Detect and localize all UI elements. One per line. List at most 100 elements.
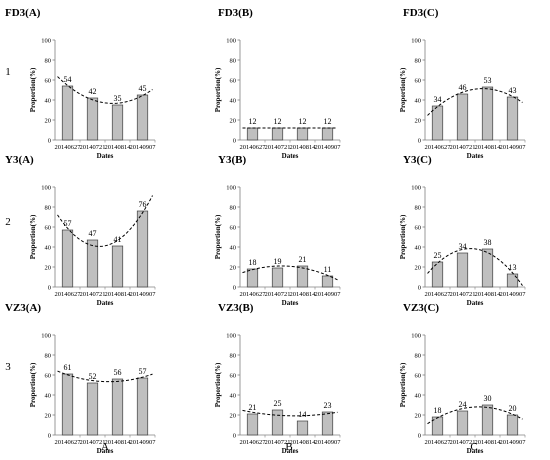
bar <box>136 94 149 141</box>
bar <box>481 248 494 288</box>
trendline <box>427 88 523 116</box>
y-tick-label: 100 <box>226 184 236 191</box>
bar <box>431 416 444 436</box>
y-tick-label: 40 <box>415 244 422 251</box>
y-tick-label: 60 <box>415 224 422 231</box>
x-tick-label: 20140907 <box>130 144 157 151</box>
data-label: 20 <box>509 404 517 413</box>
x-tick-label: 20140907 <box>500 144 527 151</box>
y-tick-label: 80 <box>230 57 237 64</box>
data-label: 18 <box>434 406 442 415</box>
x-tick-label: 20140627 <box>425 144 452 151</box>
row-label-3: 3 <box>5 361 11 373</box>
data-label: 56 <box>114 368 122 377</box>
data-label: 45 <box>139 84 147 93</box>
x-tick-label: 20140627 <box>55 439 82 446</box>
data-label: 12 <box>299 117 307 126</box>
column-label-B: B <box>285 441 292 453</box>
x-tick-label: 20140814 <box>105 144 132 151</box>
x-axis-label: Dates <box>97 152 114 160</box>
chart-title: VZ3(A) <box>5 302 41 314</box>
y-tick-label: 60 <box>45 224 52 231</box>
x-tick-label: 20140907 <box>315 439 342 446</box>
y-tick-label: 0 <box>233 137 236 144</box>
x-tick-label: 20140721 <box>265 144 291 151</box>
y-tick-label: 40 <box>230 97 237 104</box>
y-tick-label: 20 <box>415 264 422 271</box>
y-tick-label: 0 <box>418 137 421 144</box>
chart-panel-vz3b: VZ3(B) 0 20 40 60 80 100 Proportion(%) 21 2014062… <box>214 302 341 455</box>
data-label: 57 <box>64 219 72 228</box>
data-label: 24 <box>459 400 467 409</box>
trendline <box>57 370 153 383</box>
x-tick-label: 20140721 <box>450 144 476 151</box>
y-axis-label: Proportion(%) <box>399 362 407 407</box>
y-tick-label: 40 <box>230 244 237 251</box>
data-label: 42 <box>89 87 97 96</box>
x-tick-label: 20140721 <box>265 439 291 446</box>
x-tick-label: 20140627 <box>240 439 267 446</box>
y-tick-label: 20 <box>230 264 237 271</box>
bar <box>111 245 124 288</box>
x-axis-label: Dates <box>282 299 299 307</box>
trendline <box>57 76 153 104</box>
data-label: 14 <box>299 410 307 419</box>
bar <box>136 210 149 288</box>
y-axis-label: Proportion(%) <box>29 362 37 407</box>
chart-panel-y3b: Y3(B) 0 20 40 60 80 100 Proportion(%) 18 20140627… <box>214 154 341 307</box>
x-tick-label: 20140814 <box>290 144 317 151</box>
y-axis-label: Proportion(%) <box>29 67 37 112</box>
y-tick-label: 80 <box>230 204 237 211</box>
bar <box>456 93 469 141</box>
y-tick-label: 40 <box>45 97 52 104</box>
trendline <box>242 409 338 417</box>
x-tick-label: 20140907 <box>315 291 342 298</box>
data-label: 12 <box>274 117 282 126</box>
y-tick-label: 0 <box>418 284 421 291</box>
bar <box>506 96 519 141</box>
y-tick-label: 100 <box>411 184 421 191</box>
bar <box>246 127 259 141</box>
bar <box>506 273 519 288</box>
data-label: 52 <box>89 372 97 381</box>
data-label: 19 <box>274 257 282 266</box>
chart-title: Y3(B) <box>218 154 246 166</box>
y-tick-label: 40 <box>45 392 52 399</box>
y-tick-label: 60 <box>45 77 52 84</box>
y-tick-label: 100 <box>41 184 51 191</box>
data-label: 23 <box>324 401 332 410</box>
x-tick-label: 20140627 <box>55 144 82 151</box>
data-label: 53 <box>484 76 492 85</box>
trendline <box>242 265 338 281</box>
y-tick-label: 60 <box>415 77 422 84</box>
bar <box>86 382 99 436</box>
y-tick-label: 60 <box>415 372 422 379</box>
data-label: 21 <box>249 403 257 412</box>
x-axis-label: Dates <box>97 447 114 455</box>
x-tick-label: 20140907 <box>130 439 157 446</box>
row-label-2: 2 <box>5 216 11 228</box>
y-axis-label: Proportion(%) <box>29 214 37 259</box>
y-tick-label: 100 <box>411 332 421 339</box>
chart-panel-fd3c: FD3(C) 0 20 40 60 80 100 Proportion(%) 34 2014062… <box>399 7 526 160</box>
y-axis-label: Proportion(%) <box>214 362 222 407</box>
x-tick-label: 20140814 <box>290 291 317 298</box>
x-tick-label: 20140721 <box>450 439 476 446</box>
chart-panel-vz3a: VZ3(A) 0 20 40 60 80 100 Proportion(%) 61 2014062… <box>5 302 156 455</box>
y-axis-label: Proportion(%) <box>214 214 222 259</box>
x-tick-label: 20140721 <box>80 144 106 151</box>
y-tick-label: 20 <box>45 117 52 124</box>
y-tick-label: 60 <box>230 77 237 84</box>
y-tick-label: 20 <box>230 412 237 419</box>
bar <box>86 239 99 288</box>
x-axis-label: Dates <box>282 152 299 160</box>
data-label: 11 <box>324 265 332 274</box>
y-tick-label: 40 <box>415 392 422 399</box>
chart-title: FD3(B) <box>218 7 253 19</box>
data-label: 18 <box>249 258 257 267</box>
y-tick-label: 80 <box>45 352 52 359</box>
y-tick-label: 20 <box>230 117 237 124</box>
bar <box>321 275 334 288</box>
y-tick-label: 20 <box>415 117 422 124</box>
x-tick-label: 20140814 <box>105 439 132 446</box>
